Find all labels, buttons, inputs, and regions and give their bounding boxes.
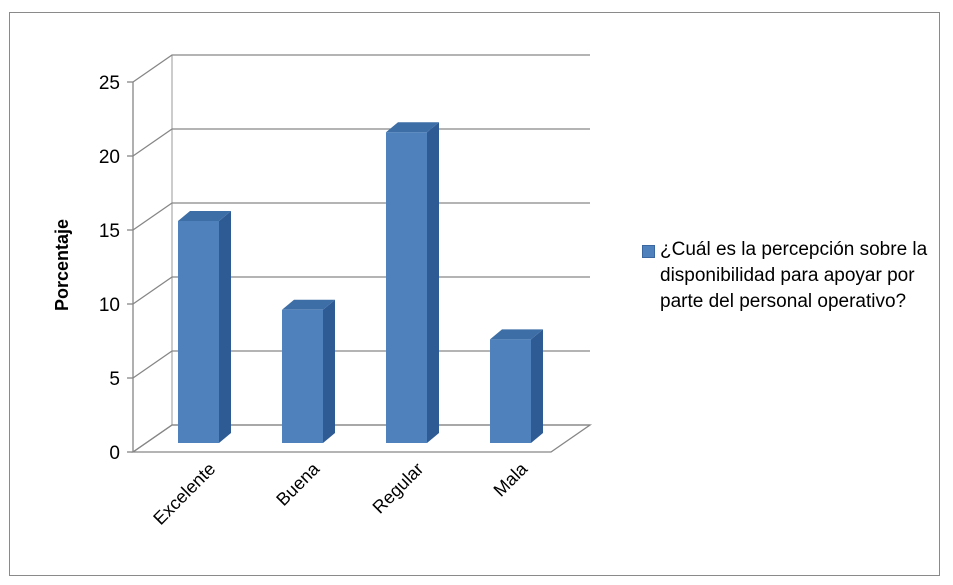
bar-top	[490, 329, 543, 340]
gridline	[132, 350, 590, 379]
bar-excelente	[178, 211, 231, 443]
bar-front	[386, 132, 427, 443]
x-axis-labels: Excelente Buena Regular Mala	[149, 458, 532, 529]
gridlines	[132, 54, 590, 453]
bar-side	[427, 122, 439, 443]
x-tick-label: Buena	[272, 458, 324, 510]
bar-top	[282, 299, 335, 310]
legend-swatch	[642, 245, 655, 258]
gridline	[132, 202, 590, 231]
x-tick-label: Excelente	[149, 459, 219, 529]
y-tick-label: 10	[99, 295, 120, 316]
y-tick-label: 25	[99, 73, 120, 94]
y-tick-label: 20	[99, 147, 120, 168]
bar-front	[178, 221, 219, 443]
y-tick-label: 5	[109, 369, 120, 390]
y-tick-label: 15	[99, 221, 120, 242]
bar-front	[282, 309, 323, 443]
bar-side	[323, 299, 335, 443]
bar-regular	[386, 122, 439, 443]
x-tick-label: Mala	[490, 458, 532, 500]
bar-side	[219, 211, 231, 443]
bar-front	[490, 339, 531, 443]
gridline	[132, 128, 590, 157]
chart-frame	[9, 12, 940, 576]
bar-buena	[282, 299, 335, 443]
gridline	[132, 276, 590, 305]
legend-label: ¿Cuál es la percepción sobre la disponib…	[660, 239, 928, 312]
bars	[178, 122, 543, 443]
bar-side	[531, 329, 543, 443]
bar-top	[178, 211, 231, 221]
gridline	[132, 424, 590, 453]
bar-mala	[490, 329, 543, 443]
x-tick-label: Regular	[369, 459, 428, 518]
bar-top	[386, 122, 439, 133]
y-tick-label: 0	[109, 443, 120, 464]
gridline	[132, 54, 590, 83]
y-axis-title: Porcentaje	[52, 219, 72, 311]
y-axis-ticks: 0 5 10 15 20 25	[99, 73, 133, 464]
